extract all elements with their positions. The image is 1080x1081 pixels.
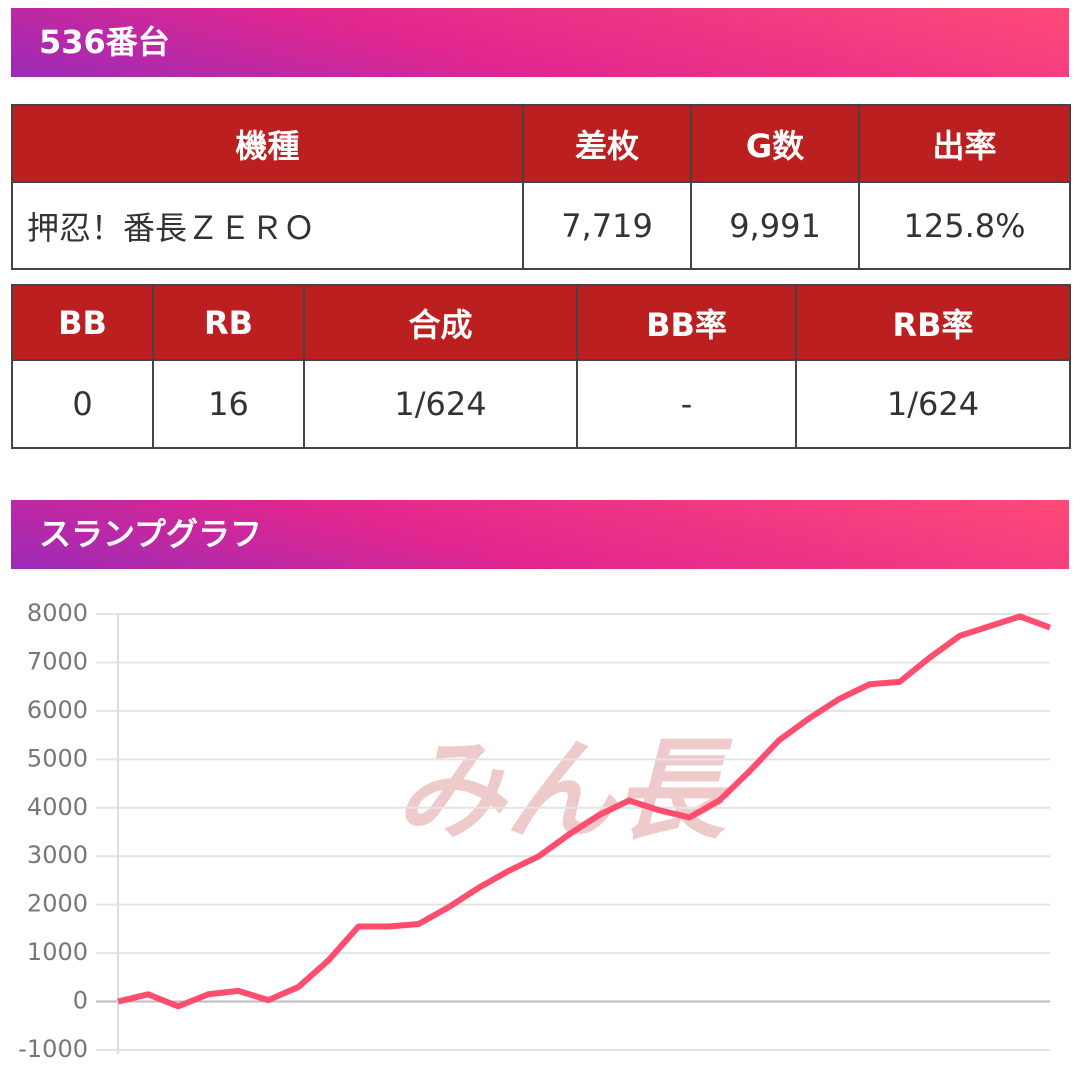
header-cell: 合成 bbox=[303, 284, 578, 361]
y-tick-label: 4000 bbox=[27, 793, 88, 821]
y-tick-label: 7000 bbox=[27, 647, 88, 675]
data-cell: 押忍！番長ＺＥＲＯ bbox=[11, 181, 524, 270]
graph-banner: スランプグラフ bbox=[11, 500, 1069, 569]
data-cell: 7,719 bbox=[522, 181, 692, 270]
y-tick-label: 3000 bbox=[27, 841, 88, 869]
data-cell: 0 bbox=[11, 359, 154, 449]
machine-table: 機種 差枚 G数 出率 押忍！番長ＺＥＲＯ 7,719 9,991 125.8% bbox=[11, 104, 1071, 270]
y-tick-label: 2000 bbox=[27, 890, 88, 918]
y-tick-label: 8000 bbox=[27, 599, 88, 627]
data-cell: 9,991 bbox=[690, 181, 860, 270]
data-cell: - bbox=[576, 359, 797, 449]
header-cell: RB率 bbox=[795, 284, 1071, 361]
header-cell: 機種 bbox=[11, 104, 524, 183]
slump-chart: みん長 -1000 0 1000 2000 3000 4000 5000 6000 7000 80… bbox=[18, 599, 1052, 1063]
header-cell: 差枚 bbox=[522, 104, 692, 183]
data-row: 0 16 1/624-1/624 bbox=[11, 359, 1071, 449]
header-cell: RB bbox=[152, 284, 305, 361]
y-tick-label: -1000 bbox=[18, 1035, 88, 1063]
header-cell: 出率 bbox=[858, 104, 1071, 183]
slump-line bbox=[117, 613, 1052, 1010]
bonus-table: BB RB 合成 BB率 RB率 0 16 1/624-1/624 bbox=[11, 284, 1071, 449]
y-tick-label: 6000 bbox=[27, 696, 88, 724]
watermark: みん長 bbox=[395, 726, 733, 854]
data-cell: 125.8% bbox=[858, 181, 1071, 270]
header-cell: BB bbox=[11, 284, 154, 361]
data-cell: 1/624 bbox=[795, 359, 1071, 449]
y-tick-label: 5000 bbox=[27, 744, 88, 772]
header-row: BB RB 合成 BB率 RB率 bbox=[11, 284, 1071, 361]
data-cell: 16 bbox=[152, 359, 305, 449]
y-tick-label: 0 bbox=[73, 987, 88, 1015]
data-cell: 1/624 bbox=[303, 359, 578, 449]
y-tick-label: 1000 bbox=[27, 938, 88, 966]
header-row: 機種 差枚 G数 出率 bbox=[11, 104, 1071, 183]
data-row: 押忍！番長ＺＥＲＯ 7,719 9,991 125.8% bbox=[11, 181, 1071, 270]
header-cell: BB率 bbox=[576, 284, 797, 361]
header-banner: 536番台 bbox=[11, 8, 1069, 77]
header-cell: G数 bbox=[690, 104, 860, 183]
